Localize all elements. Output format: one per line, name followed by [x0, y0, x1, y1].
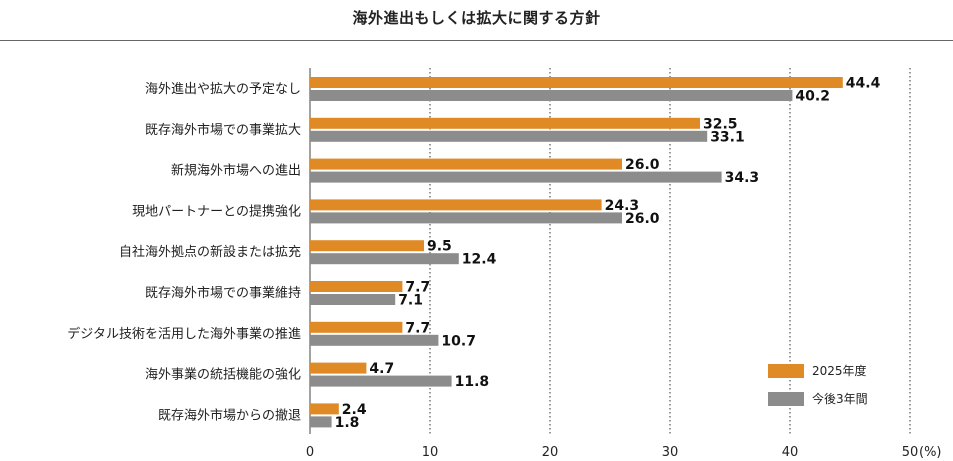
x-axis-unit: (%) [919, 445, 942, 460]
data-label: 9.5 [427, 239, 452, 255]
data-label: 11.8 [455, 374, 490, 390]
data-label: 12.4 [462, 252, 497, 268]
category-label: 既存海外市場からの撤退 [158, 407, 301, 423]
bar-2025 [310, 321, 403, 333]
bar-2025 [310, 240, 424, 252]
bar-future [310, 212, 622, 224]
data-label: 7.7 [405, 280, 430, 296]
x-tick-label: 40 [782, 445, 799, 460]
bar-future [310, 253, 459, 265]
bar-2025 [310, 117, 700, 129]
bar-2025 [310, 199, 602, 211]
x-tick-label: 30 [662, 445, 679, 460]
data-label: 24.3 [605, 198, 640, 214]
data-label: 34.3 [725, 170, 760, 186]
legend-swatch-2025 [768, 364, 804, 378]
bar-2025 [310, 362, 367, 374]
category-label: 海外進出や拡大の予定なし [145, 82, 301, 97]
x-tick-label: 10 [422, 445, 439, 460]
data-label: 1.8 [335, 415, 360, 431]
bar-2025 [310, 158, 622, 170]
category-label: 既存海外市場での事業維持 [145, 285, 301, 301]
category-label: デジタル技術を活用した海外事業の推進 [67, 326, 301, 342]
x-tick-label: 50 [902, 445, 919, 460]
bar-2025 [310, 281, 403, 292]
title-divider [0, 40, 953, 41]
category-label: 新規海外市場への進出 [171, 163, 301, 179]
data-label: 7.1 [398, 293, 423, 309]
bar-2025 [310, 77, 843, 88]
data-label: 10.7 [441, 333, 476, 349]
bar-2025 [310, 403, 339, 415]
data-label: 2.4 [342, 402, 367, 418]
legend-label: 今後3年間 [812, 391, 868, 406]
bar-future [310, 334, 439, 346]
legend-swatch-future [768, 392, 804, 406]
category-label: 既存海外市場での事業拡大 [145, 122, 301, 138]
legend-label: 2025年度 [812, 363, 867, 378]
category-label: 自社海外拠点の新設または拡充 [119, 244, 301, 260]
bar-future [310, 90, 793, 101]
bar-future [310, 416, 332, 428]
data-label: 26.0 [625, 211, 660, 227]
data-label: 26.0 [625, 157, 660, 173]
category-label: 現地パートナーとの提携強化 [132, 203, 301, 219]
data-label: 33.1 [710, 129, 745, 145]
data-label: 32.5 [703, 116, 738, 132]
data-label: 4.7 [369, 361, 394, 377]
data-label: 40.2 [795, 89, 830, 105]
x-tick-label: 20 [542, 445, 559, 460]
bar-future [310, 294, 396, 305]
bar-future [310, 130, 708, 142]
bar-future [310, 171, 722, 183]
bar-future [310, 375, 452, 387]
category-label: 海外事業の統括機能の強化 [145, 367, 301, 383]
data-label: 44.4 [846, 76, 881, 92]
x-tick-label: 0 [306, 445, 314, 460]
page-title: 海外進出もしくは拡大に関する方針 [352, 9, 601, 27]
data-label: 7.7 [405, 320, 430, 336]
